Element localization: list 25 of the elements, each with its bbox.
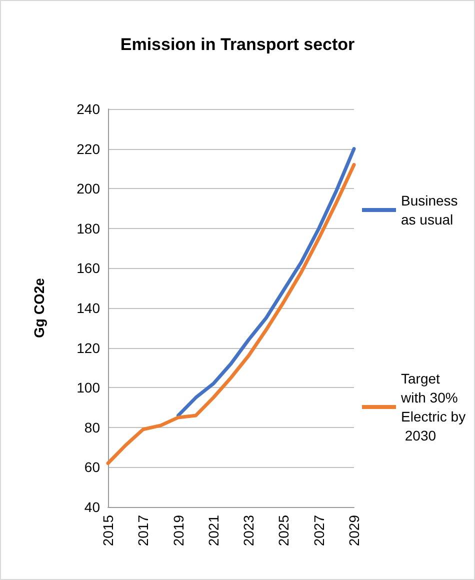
- y-tick-label: 120: [76, 340, 100, 356]
- y-axis-title: Gg CO2e: [31, 278, 47, 338]
- y-tick-label: 40: [84, 499, 100, 515]
- y-tick-label: 240: [76, 101, 100, 117]
- x-tick-label: 2023: [240, 514, 257, 546]
- line-series: [176, 147, 356, 418]
- y-tick-label: 200: [76, 180, 100, 197]
- y-tick-label: 180: [76, 220, 100, 236]
- chart-title: Emission in Transport sector: [120, 35, 356, 54]
- y-tick-label: 220: [76, 140, 100, 157]
- x-tick-label: 2017: [135, 514, 152, 546]
- y-tick-label: 140: [76, 300, 100, 316]
- x-tick-label: 2029: [346, 514, 362, 546]
- x-tick-label: 2015: [100, 514, 116, 546]
- legend-label: Target with 30% Electric by 2030: [400, 370, 466, 444]
- x-tick-label: 2027: [310, 514, 327, 546]
- y-tick-label: 80: [84, 419, 100, 436]
- x-tick-label: 2021: [205, 514, 222, 546]
- y-tick-label: 160: [76, 260, 100, 276]
- y-tick-label: 60: [84, 459, 100, 476]
- legend-label: Business as usual: [401, 192, 462, 228]
- y-tick-label: 100: [76, 380, 100, 396]
- x-tick-label: 2019: [170, 514, 186, 546]
- line-series: [106, 162, 356, 465]
- x-tick-label: 2025: [276, 514, 292, 546]
